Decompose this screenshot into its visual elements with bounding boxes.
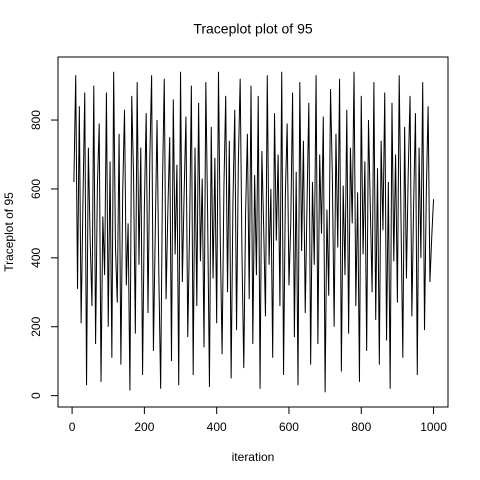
x-tick-label: 0 <box>69 420 76 434</box>
y-tick-label: 200 <box>29 316 43 336</box>
y-tick-label: 400 <box>29 248 43 268</box>
x-tick-label: 1000 <box>420 420 447 434</box>
y-tick-label: 600 <box>29 179 43 199</box>
y-axis-label: Traceplot of 95 <box>2 192 16 272</box>
x-tick-label: 400 <box>207 420 227 434</box>
chart-title: Traceplot plot of 95 <box>193 21 313 37</box>
x-tick-label: 200 <box>134 420 154 434</box>
trace-line <box>73 71 435 393</box>
x-tick-label: 600 <box>279 420 299 434</box>
y-tick-label: 0 <box>29 392 43 399</box>
x-tick-label: 800 <box>351 420 371 434</box>
y-tick-label: 800 <box>29 110 43 130</box>
x-axis-label: iteration <box>232 450 275 464</box>
